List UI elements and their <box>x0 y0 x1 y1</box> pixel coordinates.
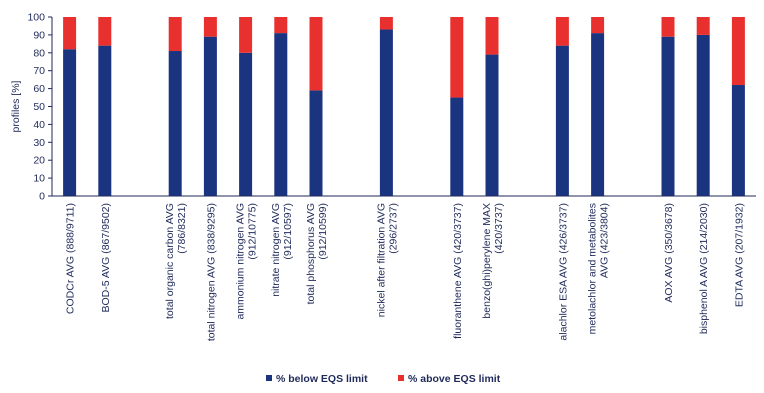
category-label: (296/2737) <box>387 203 399 254</box>
y-tick-label: 40 <box>33 119 45 131</box>
bar-above-eqs <box>696 17 710 35</box>
category-label: nitrate nitrogen AVG <box>270 203 282 297</box>
bar-above-eqs <box>661 17 675 37</box>
category-label: BOD-5 AVG (867/9502) <box>100 203 112 313</box>
bar-below-eqs <box>379 29 393 197</box>
y-tick-label: 0 <box>39 191 45 203</box>
bar-below-eqs <box>239 52 253 196</box>
bar-below-eqs <box>661 36 675 196</box>
bar-below-eqs <box>63 49 77 196</box>
category-label: (420/3737) <box>493 203 505 254</box>
category-label: total organic carbon AVG <box>164 203 176 319</box>
bar-below-eqs <box>203 36 217 196</box>
category-label: CODCr AVG (888/9711) <box>65 203 77 314</box>
category-label: alachlor ESA AVG (426/3737) <box>557 203 569 341</box>
bar-above-eqs <box>98 17 112 46</box>
y-tick-label: 100 <box>27 12 45 24</box>
y-tick-label: 80 <box>33 47 45 59</box>
category-label: (786/8321) <box>176 203 188 254</box>
bar-above-eqs <box>450 17 464 98</box>
y-tick-label: 60 <box>33 83 45 95</box>
bar-below-eqs <box>696 34 710 197</box>
bar-above-eqs <box>274 17 288 34</box>
category-label: total nitrogen AVG (838/9295) <box>205 203 217 341</box>
legend: % below EQS limit % above EQS limit <box>266 373 501 385</box>
y-tick-label: 50 <box>33 101 45 113</box>
y-tick-label: 90 <box>33 29 45 41</box>
y-tick-label: 70 <box>33 65 45 77</box>
axes-group <box>51 17 756 197</box>
bar-below-eqs <box>591 33 605 196</box>
bar-below-eqs <box>555 45 569 196</box>
category-label: bisphenol A AVG (214/2030) <box>698 203 710 334</box>
y-tick-label: 20 <box>33 155 45 167</box>
bar-above-eqs <box>309 17 323 91</box>
bar-below-eqs <box>309 90 323 196</box>
y-tick-label: 30 <box>33 137 45 149</box>
bar-above-eqs <box>485 17 499 55</box>
legend-label-above: % above EQS limit <box>408 373 501 385</box>
bar-above-eqs <box>203 17 217 37</box>
category-label: (912/10775) <box>247 203 259 260</box>
category-label: total phosphorus AVG <box>305 203 317 304</box>
bar-below-eqs <box>485 54 499 197</box>
category-label: nickel after filtration AVG <box>375 203 387 317</box>
bar-above-eqs <box>379 17 393 30</box>
bar-above-eqs <box>239 17 253 53</box>
category-label: AVG (423/3804) <box>599 203 611 278</box>
bar-above-eqs <box>168 17 182 52</box>
bar-below-eqs <box>731 85 745 196</box>
bar-below-eqs <box>168 51 182 197</box>
category-label: metolachlor and metabolites <box>587 203 599 334</box>
legend-swatch-above <box>398 375 404 381</box>
category-label: ammonium nitrogen AVG <box>235 203 247 320</box>
bar-above-eqs <box>731 17 745 86</box>
y-tick-label: 10 <box>33 173 45 185</box>
category-label: (912/10599) <box>317 203 329 260</box>
bar-above-eqs <box>591 17 605 34</box>
bar-above-eqs <box>63 17 77 50</box>
y-ticks-group: 0 10 20 30 40 50 60 70 80 90 100 <box>27 12 52 203</box>
bar-below-eqs <box>98 45 112 196</box>
category-label: EDTA AVG (207/1932) <box>733 203 745 307</box>
category-labels-group: CODCr AVG (888/9711) BOD-5 AVG (867/9502)… <box>65 203 746 341</box>
category-label: benzo(ghi)perylene MAX <box>481 203 493 319</box>
bar-above-eqs <box>555 17 569 46</box>
category-label: fluoranthene AVG (420/3737) <box>452 203 464 339</box>
category-label: (912/10597) <box>282 203 294 260</box>
bar-below-eqs <box>450 97 464 196</box>
bar-below-eqs <box>274 33 288 196</box>
legend-swatch-below <box>266 375 272 381</box>
category-label: AOX AVG (350/3678) <box>663 203 675 303</box>
bars-group <box>63 17 745 197</box>
legend-label-below: % below EQS limit <box>276 373 368 385</box>
y-axis-title: profiles [%] <box>10 80 22 132</box>
